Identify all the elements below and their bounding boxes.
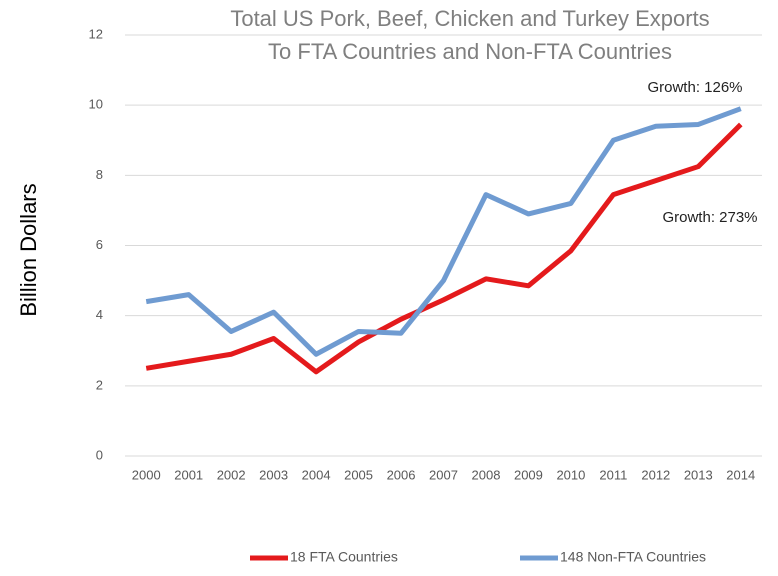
x-tick-label: 2001	[174, 467, 203, 482]
legend-label: 18 FTA Countries	[290, 549, 398, 565]
x-tick-label: 2008	[472, 467, 501, 482]
x-tick-label: 2009	[514, 467, 543, 482]
series-line	[145, 122, 743, 375]
x-tick-label: 2005	[344, 467, 373, 482]
series-line	[145, 106, 742, 357]
y-axis-label: Billion Dollars	[16, 183, 41, 316]
x-tick-label: 2007	[429, 467, 458, 482]
x-tick-label: 2000	[132, 467, 161, 482]
x-tick-label: 2006	[387, 467, 416, 482]
annotation: Growth: 126%	[647, 79, 742, 96]
y-tick-label: 2	[96, 377, 103, 392]
annotation: Growth: 273%	[662, 209, 757, 226]
y-tick-label: 12	[89, 26, 103, 41]
y-tick-label: 4	[96, 307, 103, 322]
y-tick-label: 6	[96, 237, 103, 252]
x-tick-label: 2011	[599, 467, 627, 482]
x-tick-label: 2013	[684, 467, 713, 482]
legend-label: 148 Non-FTA Countries	[560, 549, 706, 565]
x-tick-label: 2014	[726, 467, 755, 482]
x-tick-label: 2002	[217, 467, 246, 482]
x-tick-label: 2010	[556, 467, 585, 482]
y-tick-label: 10	[89, 97, 103, 112]
y-tick-label: 8	[96, 167, 103, 182]
chart-title: Total US Pork, Beef, Chicken and Turkey …	[230, 6, 709, 31]
x-tick-label: 2012	[641, 467, 670, 482]
y-tick-label: 0	[96, 447, 103, 462]
chart-title: To FTA Countries and Non-FTA Countries	[268, 39, 672, 64]
x-tick-label: 2004	[302, 467, 331, 482]
x-tick-label: 2003	[259, 467, 288, 482]
